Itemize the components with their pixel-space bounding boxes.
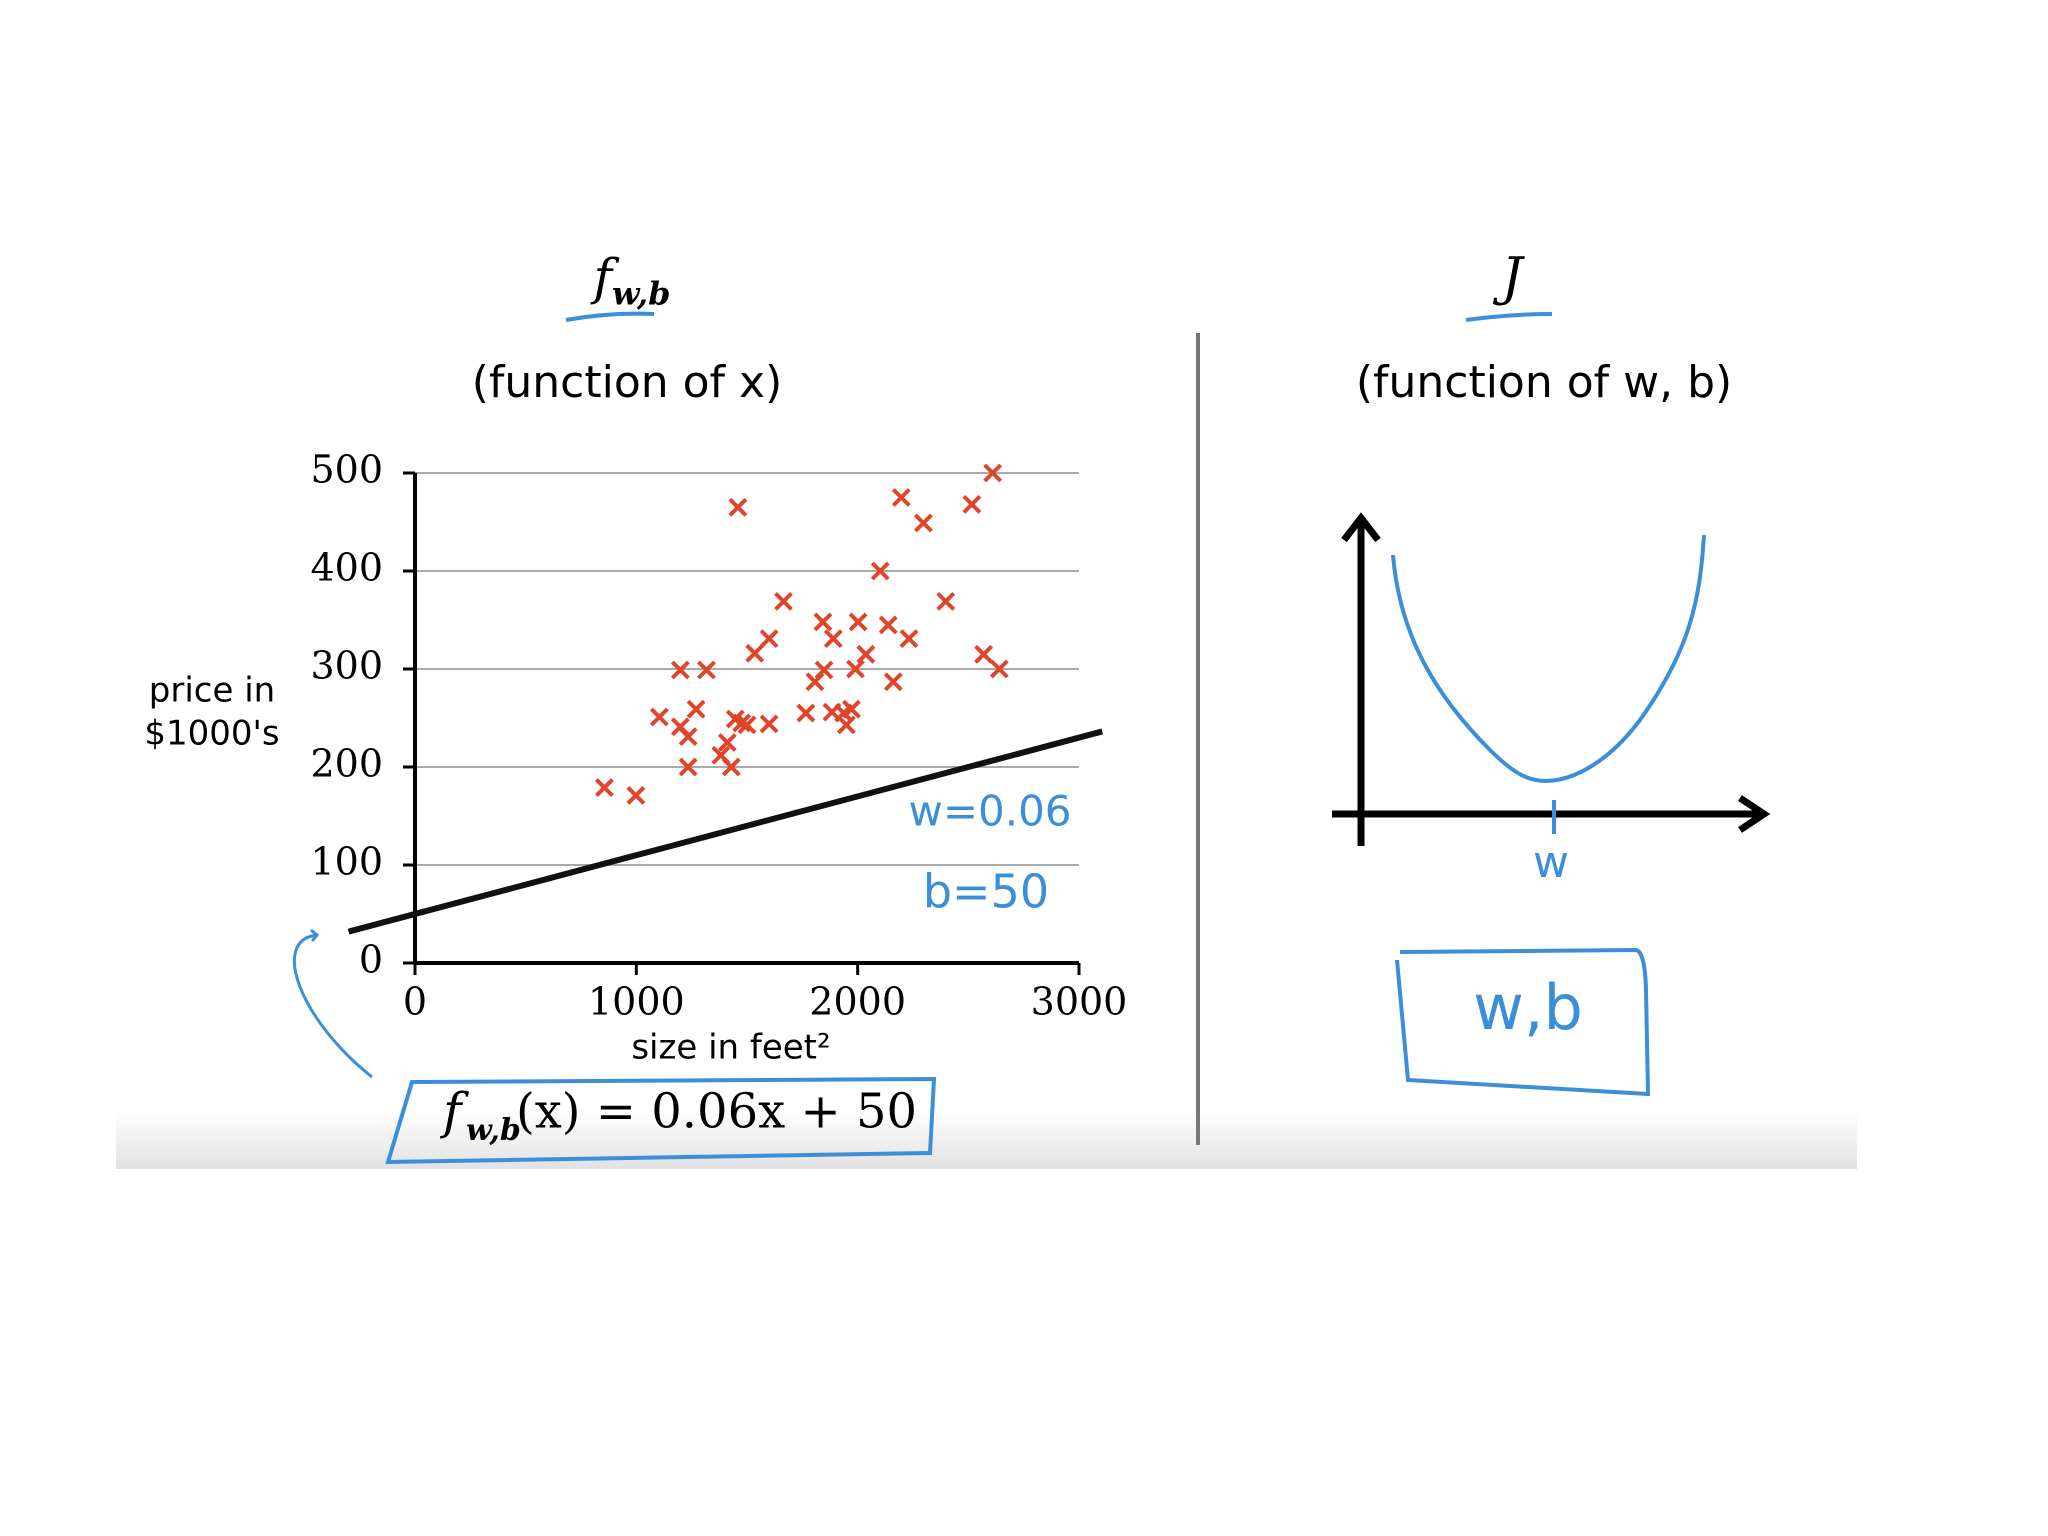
point [842,699,861,719]
point [846,659,865,679]
point [678,757,698,777]
y-tick-label: 500 [310,448,383,492]
underline [1465,312,1553,322]
x-tick-label: 3000 [1031,980,1128,1024]
point [759,629,779,649]
point [856,644,876,664]
point [870,561,890,581]
point [891,488,911,507]
pointer-arrow [292,935,373,1079]
point [936,591,956,611]
point [686,699,706,719]
point [670,660,690,680]
y-tick-label: 400 [310,546,383,590]
point [962,494,982,514]
y-tick-label: 0 [359,938,383,982]
plot: 0 100 200 300 400 500 0 1000 2000 3000 [310,448,1127,1024]
y-tick-label: 200 [310,742,383,786]
point [989,659,1009,679]
point [745,643,765,663]
point [983,463,1003,483]
arrow-head [1738,795,1771,833]
arrow-head [1341,512,1381,543]
point [732,713,752,733]
point [728,497,748,517]
param-box [1395,947,1651,1097]
point [848,612,868,632]
x-tick-label: 0 [403,980,427,1024]
y-label: price in [149,671,275,711]
point [796,703,816,723]
point [883,672,903,692]
y-tick-label: 300 [310,644,383,688]
point [836,715,856,735]
point [814,660,834,680]
equation-subscript: w,b [466,1113,521,1148]
point [737,715,757,735]
point [717,733,737,752]
point [649,707,669,727]
equation-box [385,1076,937,1165]
point [626,786,646,805]
annotation: w=0.06 [908,787,1071,836]
subtitle: (function of x) [472,357,783,408]
x-label: size in feet² [631,1028,830,1068]
annotation: b=50 [923,865,1049,919]
underline [565,311,655,322]
slide-bottom-fade [116,1110,1857,1169]
cost-curve [1391,534,1706,784]
point [595,778,614,797]
cost-subtitle: (function of w, b) [1356,357,1732,408]
point [721,757,741,777]
cost-title: J [1493,248,1526,308]
point [774,591,793,611]
param-box-label: w,b [1473,971,1583,1044]
point [899,629,919,649]
point [878,615,898,635]
equation: f w,b (x) = 0.06x + 50 [439,1082,917,1148]
y-label: $1000's [144,714,279,754]
x-tick-label: 1000 [588,980,685,1024]
x-tick-label: 2000 [809,980,906,1024]
title-subscript: w,b [612,275,670,313]
point [913,513,933,533]
cost-axes [1332,512,1771,846]
left-title: f w,b [565,248,670,322]
point [974,644,994,664]
fit-line [347,728,1104,935]
y-tick-label: 100 [310,840,383,884]
point [813,612,833,632]
cost-axis-label: w [1533,837,1569,888]
equation-body: (x) = 0.06x + 50 [516,1084,917,1140]
point [759,714,779,734]
point [697,660,716,680]
point [823,629,843,649]
point [678,727,698,747]
